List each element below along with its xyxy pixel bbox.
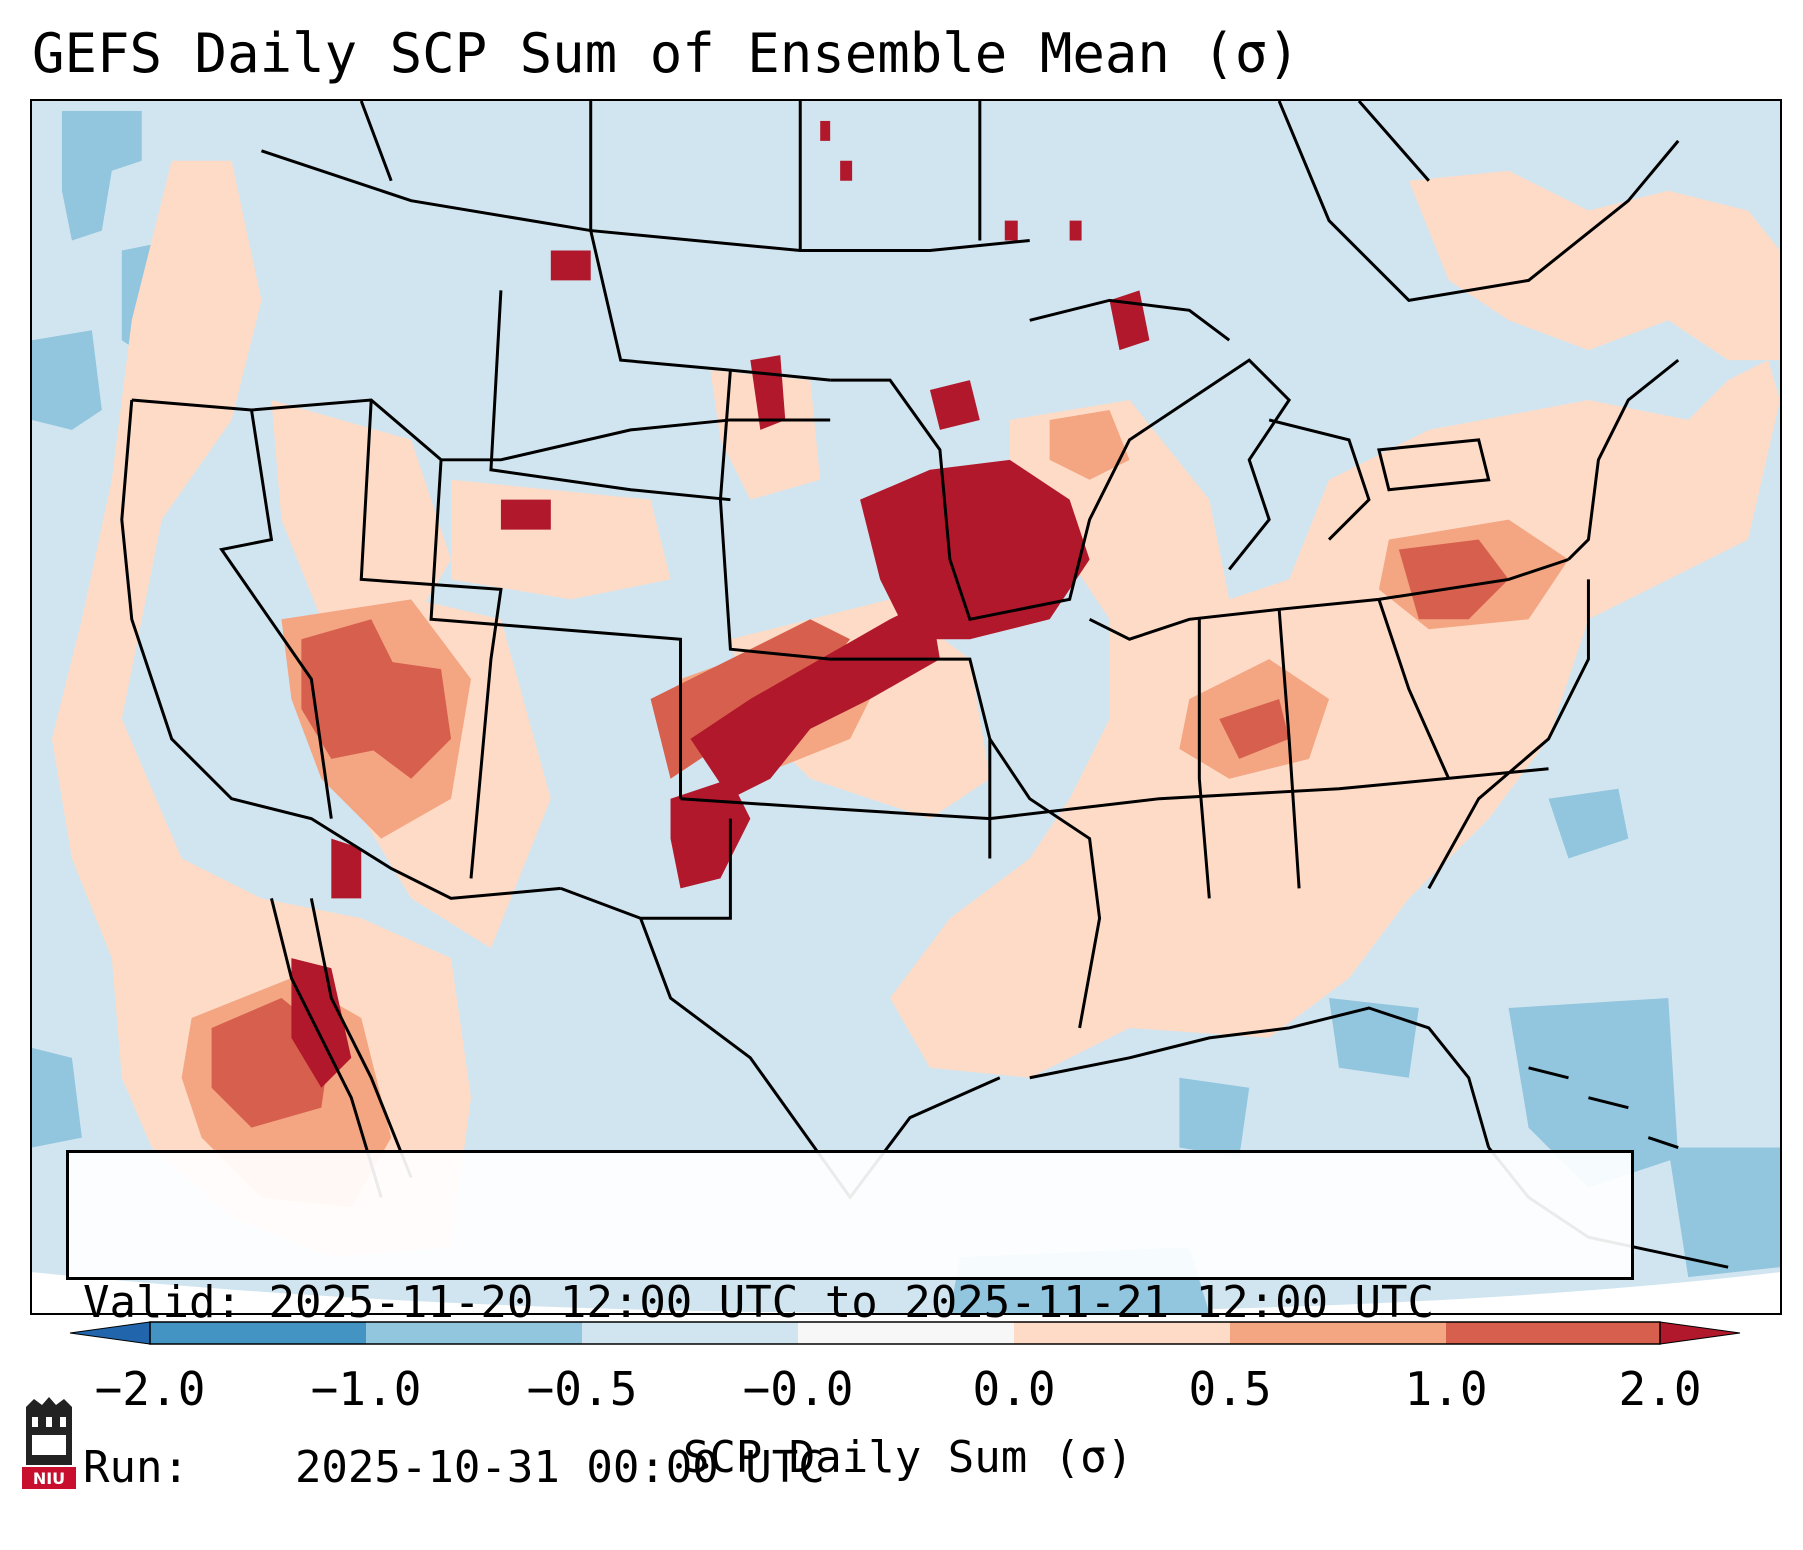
logo-text: NIU	[33, 1469, 65, 1488]
gulf-patch-mid	[1179, 1077, 1250, 1158]
extreme-positive-areas	[291, 120, 1150, 1088]
northeast-canada-light	[1408, 170, 1780, 361]
logo-window-icon	[46, 1417, 52, 1427]
colorbar-tick-label: −0.5	[526, 1362, 638, 1416]
west-coast-border	[120, 399, 561, 900]
map-panel	[30, 99, 1782, 1315]
colorbar-bin-6	[1230, 1322, 1446, 1344]
map-svg	[32, 101, 1780, 1313]
gulf-of-california-max	[291, 958, 352, 1088]
colorbar-under-arrow	[69, 1321, 151, 1345]
baja-mexico-coast	[270, 898, 413, 1198]
niu-logo: NIU	[20, 1395, 78, 1491]
wyoming-max	[500, 499, 551, 530]
canada-max-3	[1004, 220, 1018, 241]
atlantic-patch	[1508, 998, 1679, 1188]
lake-ontario-erie-outline	[1377, 438, 1491, 492]
dakota-light	[710, 370, 821, 500]
upper-midwest-border	[830, 378, 1191, 622]
valid-row: Valid: 2025-11-20 12:00 UTC to 2025-11-2…	[83, 1275, 1617, 1330]
colorado-border	[429, 459, 683, 799]
new-england-border	[1567, 358, 1680, 561]
colorbar-tick-label: −2.0	[94, 1362, 206, 1416]
colorbar-bin-1	[150, 1322, 366, 1344]
colorbar-tick-label: 2.0	[1618, 1362, 1702, 1416]
valid-value: 2025-11-20 12:00 UTC to 2025-11-21 12:00…	[268, 1277, 1435, 1328]
oklahoma-tennessee-line	[680, 767, 1549, 821]
eastern-pacific-patch	[32, 1047, 82, 1148]
colorbar-bin-3	[582, 1322, 798, 1344]
run-label: Run:	[83, 1442, 189, 1493]
atlantic-patch-2	[1548, 788, 1629, 859]
valid-label: Valid:	[83, 1277, 242, 1328]
utah-high	[371, 659, 452, 779]
canada-max-1	[820, 120, 831, 141]
pa-high	[1398, 539, 1509, 620]
eastern-us-light	[890, 360, 1780, 1078]
ky-high	[1219, 699, 1290, 759]
colorbar-svg	[69, 1321, 1741, 1345]
colorbar-tick-label: 0.0	[972, 1362, 1056, 1416]
nm-tx-axis-max	[670, 778, 751, 889]
west-coast-light	[51, 160, 471, 1258]
valid-info-box: Valid: 2025-11-20 12:00 UTC to 2025-11-2…	[66, 1150, 1634, 1493]
canada-max-4	[1069, 220, 1082, 241]
logo-banner	[22, 1467, 76, 1489]
domain-edge-right	[909, 1272, 1780, 1313]
colorbar-tick-label: 1.0	[1404, 1362, 1488, 1416]
utah-border	[359, 399, 503, 879]
colorbar-tick-label: −0.0	[742, 1362, 854, 1416]
lake-huron-outline	[1268, 418, 1371, 541]
us-canada-border	[261, 149, 1030, 253]
colorbar-tick-label: 0.5	[1188, 1362, 1272, 1416]
east-coast-line	[1427, 579, 1590, 890]
northern-state-lines	[131, 398, 831, 462]
bahamas-outline	[1528, 1066, 1679, 1149]
texas-border	[560, 818, 1001, 1200]
colorbar-tick-label: −1.0	[310, 1362, 422, 1416]
gulf-coast-line	[1029, 1006, 1491, 1148]
arizona-max	[331, 838, 362, 899]
chart-title: GEFS Daily SCP Sum of Ensemble Mean (σ)	[32, 22, 1300, 85]
montana-max	[550, 250, 591, 281]
canada-province-lines	[359, 101, 982, 251]
kansas-axis-max	[690, 599, 940, 799]
colorbar-bin-7	[1446, 1322, 1660, 1344]
wyoming-border	[489, 290, 731, 502]
domain-edge-left	[32, 1272, 910, 1313]
mississippi-border	[988, 738, 1102, 1029]
niu-logo-svg: NIU	[22, 1397, 76, 1489]
caribbean-patch	[1668, 1147, 1780, 1278]
southeast-state-lines	[1197, 598, 1451, 899]
nevada-border	[219, 409, 333, 819]
logo-window-icon	[32, 1417, 38, 1427]
logo-window-icon	[60, 1417, 66, 1427]
run-row: Run: 2025-10-31 00:00 UTC	[83, 1440, 1617, 1495]
dakota-border	[589, 230, 831, 382]
colorbar	[69, 1321, 1741, 1345]
great-basin-light	[271, 400, 452, 660]
great-lakes-outline	[1188, 358, 1292, 571]
wisconsin-medium	[1049, 409, 1130, 480]
minnesota-max	[929, 380, 980, 430]
colorbar-outline	[149, 1321, 1661, 1345]
colorbar-bin-2	[366, 1322, 582, 1344]
pacific-nw-patch	[61, 110, 142, 241]
colorbar-bin-5	[1014, 1322, 1230, 1344]
iowa-minnesota-max	[860, 459, 1090, 640]
political-borders	[120, 101, 1729, 1269]
canada-province-line	[1357, 101, 1430, 182]
colorbar-bin-4	[798, 1322, 1014, 1344]
logo-gate-icon	[32, 1435, 66, 1455]
lake-superior-outline	[1029, 298, 1231, 342]
canada-max-2	[840, 160, 853, 181]
quebec-coast	[1277, 101, 1680, 302]
colorbar-over-arrow	[1659, 1321, 1741, 1345]
run-value: 2025-10-31 00:00 UTC	[294, 1442, 825, 1493]
pacific-patch	[32, 330, 102, 430]
colorbar-label: SCP Daily Sum (σ)	[682, 1432, 1134, 1483]
